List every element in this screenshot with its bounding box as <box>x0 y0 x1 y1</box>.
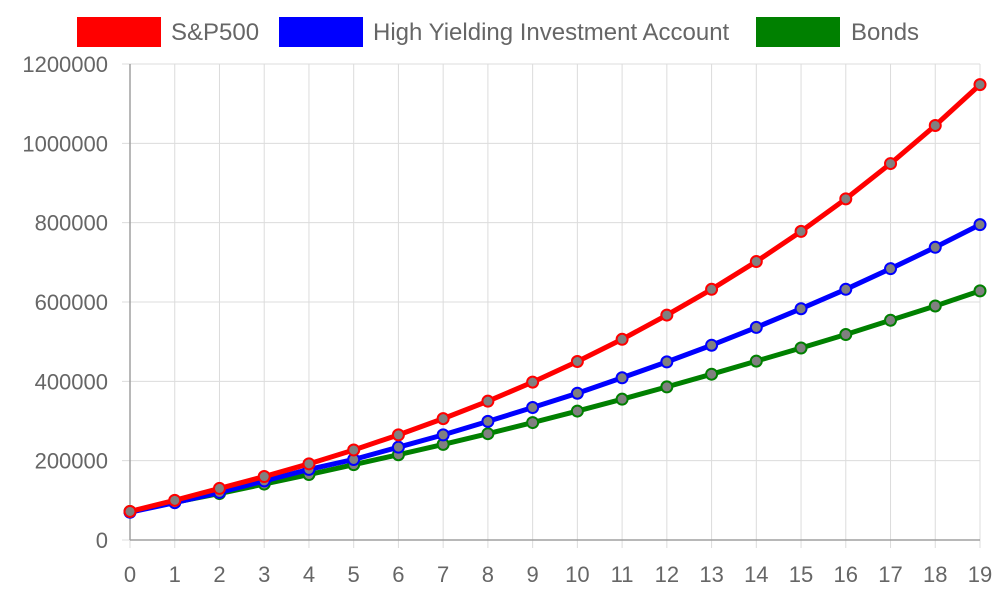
x-tick-label: 17 <box>878 562 902 587</box>
data-point[interactable] <box>526 401 540 415</box>
data-point[interactable] <box>257 470 271 484</box>
data-point[interactable] <box>570 404 584 418</box>
data-point[interactable] <box>794 341 808 355</box>
x-tick-label: 13 <box>699 562 723 587</box>
data-point[interactable] <box>481 427 495 441</box>
data-point[interactable] <box>705 367 719 381</box>
x-tick-label: 15 <box>789 562 813 587</box>
y-tick-label: 800000 <box>35 211 108 236</box>
data-point[interactable] <box>839 282 853 296</box>
legend-label: High Yielding Investment Account <box>373 19 730 46</box>
legend-label: S&P500 <box>171 19 259 46</box>
data-point[interactable] <box>839 192 853 206</box>
data-point[interactable] <box>973 284 987 298</box>
data-point[interactable] <box>615 332 629 346</box>
data-point[interactable] <box>884 262 898 276</box>
y-tick-label: 200000 <box>35 449 108 474</box>
legend-item[interactable]: S&P500 <box>77 17 259 47</box>
y-tick-label: 0 <box>96 528 108 553</box>
data-point[interactable] <box>123 504 137 518</box>
series-s-p500 <box>123 78 987 518</box>
data-point[interactable] <box>660 308 674 322</box>
data-point[interactable] <box>973 78 987 92</box>
legend-item[interactable]: High Yielding Investment Account <box>279 17 730 47</box>
data-point[interactable] <box>749 354 763 368</box>
x-tick-label: 6 <box>392 562 404 587</box>
axes <box>129 64 980 541</box>
x-tick-label: 2 <box>213 562 225 587</box>
data-point[interactable] <box>570 355 584 368</box>
data-point[interactable] <box>705 338 719 352</box>
data-point[interactable] <box>481 414 495 428</box>
x-tick-label: 10 <box>565 562 589 587</box>
series-high-yielding-investment-account <box>123 218 987 519</box>
data-point[interactable] <box>749 320 763 334</box>
legend-swatch <box>756 17 840 47</box>
data-point[interactable] <box>302 457 316 471</box>
x-tick-label: 9 <box>527 562 539 587</box>
series <box>123 78 987 519</box>
x-tick-label: 19 <box>968 562 992 587</box>
x-tick-label: 3 <box>258 562 270 587</box>
grid <box>122 63 981 548</box>
data-point[interactable] <box>391 428 405 442</box>
data-point[interactable] <box>884 157 898 171</box>
data-point[interactable] <box>526 416 540 430</box>
x-tick-label: 14 <box>744 562 768 587</box>
data-point[interactable] <box>436 412 450 426</box>
data-point[interactable] <box>660 380 674 394</box>
legend-item[interactable]: Bonds <box>756 17 919 47</box>
data-point[interactable] <box>391 440 405 454</box>
data-point[interactable] <box>436 428 450 442</box>
data-point[interactable] <box>526 375 540 389</box>
data-point[interactable] <box>347 443 361 457</box>
x-tick-label: 4 <box>303 562 315 587</box>
data-point[interactable] <box>973 218 987 232</box>
x-tick-label: 0 <box>124 562 136 587</box>
x-tick-label: 12 <box>655 562 679 587</box>
legend-swatch <box>77 17 161 47</box>
data-point[interactable] <box>481 394 495 408</box>
y-tick-label: 1000000 <box>22 131 108 156</box>
series-line <box>127 222 983 515</box>
y-tick-label: 400000 <box>35 369 108 394</box>
legend: S&P500 High Yielding Investment Account Bo… <box>77 17 919 47</box>
data-point[interactable] <box>615 371 629 385</box>
data-point[interactable] <box>660 355 674 369</box>
x-tick-label: 11 <box>611 562 634 587</box>
x-axis-ticks: 0 1 2 3 4 5 6 7 8 9 10 11 12 13 14 15 16 17 18 19 <box>124 562 992 587</box>
data-point[interactable] <box>839 328 853 342</box>
legend-label: Bonds <box>851 19 919 46</box>
y-tick-label: 1200000 <box>22 52 108 77</box>
data-point[interactable] <box>749 255 763 269</box>
x-tick-label: 16 <box>834 562 858 587</box>
data-point[interactable] <box>705 282 719 296</box>
x-tick-label: 18 <box>923 562 947 587</box>
x-tick-label: 8 <box>482 562 494 587</box>
series-line <box>127 288 983 514</box>
data-point[interactable] <box>794 224 808 238</box>
x-tick-label: 5 <box>348 562 360 587</box>
data-point[interactable] <box>928 118 942 132</box>
x-tick-label: 7 <box>437 562 449 587</box>
y-tick-label: 600000 <box>35 290 108 315</box>
data-point[interactable] <box>615 392 629 406</box>
data-point[interactable] <box>794 302 808 316</box>
data-point[interactable] <box>884 313 898 327</box>
data-point[interactable] <box>928 299 942 313</box>
y-axis-ticks: 0 200000 400000 600000 800000 1000000 1200000 <box>22 52 108 553</box>
series-line <box>127 82 983 514</box>
data-point[interactable] <box>168 493 182 507</box>
data-point[interactable] <box>570 386 584 400</box>
data-point[interactable] <box>212 481 226 495</box>
data-point[interactable] <box>928 240 942 254</box>
x-tick-label: 1 <box>169 562 181 587</box>
legend-swatch <box>279 17 363 47</box>
